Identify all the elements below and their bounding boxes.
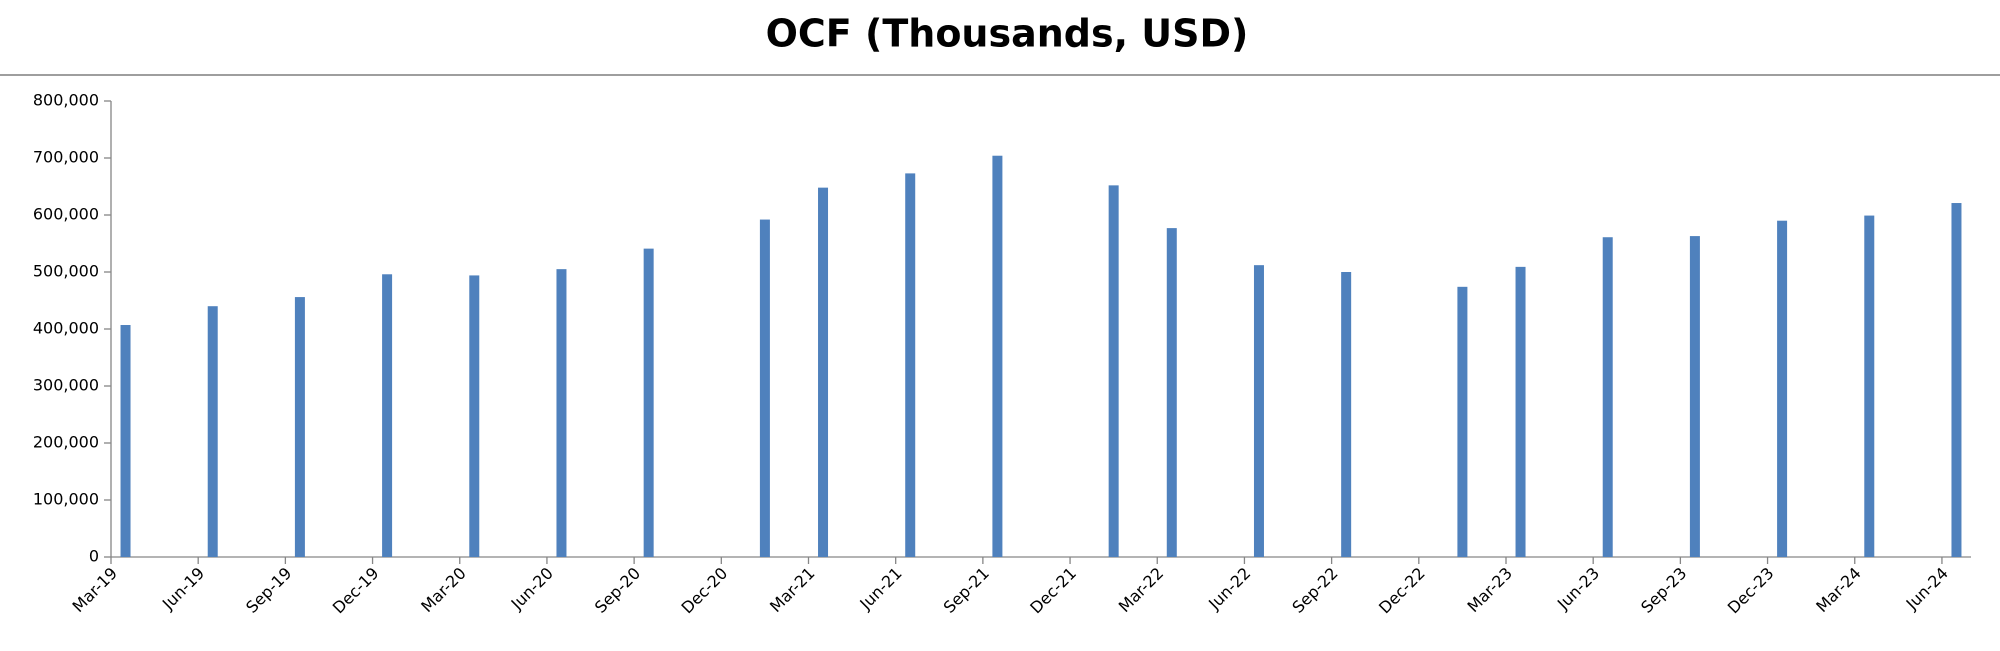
bar <box>469 275 480 557</box>
y-tick-label: 600,000 <box>33 205 99 224</box>
bar <box>1108 185 1119 558</box>
y-tick-label: 400,000 <box>33 319 99 338</box>
bar <box>992 155 1003 557</box>
y-tick-label: 100,000 <box>33 490 99 509</box>
bar <box>1602 237 1613 558</box>
bar <box>1515 266 1526 557</box>
y-tick-label: 500,000 <box>33 262 99 281</box>
bar <box>643 248 654 557</box>
y-tick-label: 0 <box>89 547 99 566</box>
bar <box>1777 220 1788 557</box>
bar <box>1253 265 1264 557</box>
chart-title: OCF (Thousands, USD) <box>766 12 1249 56</box>
bar <box>207 306 218 557</box>
bar <box>1951 203 1962 557</box>
y-tick-label: 800,000 <box>33 91 99 110</box>
bar <box>759 219 770 557</box>
y-tick-label: 200,000 <box>33 433 99 452</box>
bar <box>1457 286 1468 557</box>
bar <box>120 325 131 557</box>
bar <box>818 187 829 557</box>
y-tick-label: 700,000 <box>33 148 99 167</box>
bar <box>905 173 916 557</box>
bar <box>556 269 567 557</box>
y-tick-label: 300,000 <box>33 376 99 395</box>
bar <box>1341 272 1352 557</box>
bar <box>294 297 305 557</box>
bar <box>1864 215 1875 557</box>
bar <box>382 274 393 557</box>
bar <box>1689 236 1700 557</box>
bar <box>1166 228 1177 558</box>
